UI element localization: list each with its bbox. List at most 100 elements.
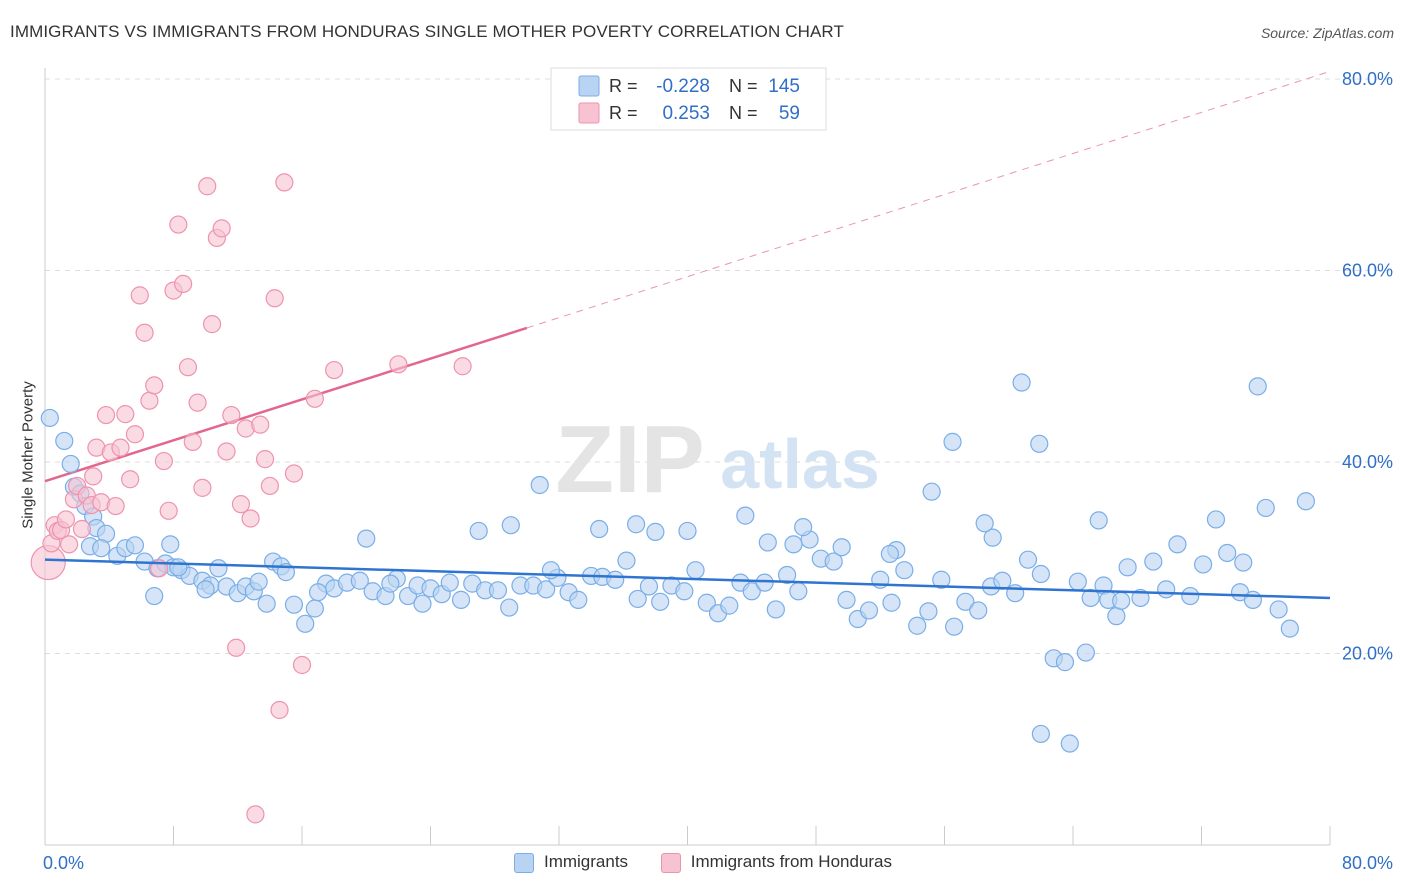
legend-r-label: R = bbox=[609, 76, 638, 96]
immigrants-point bbox=[932, 570, 951, 589]
honduras-point bbox=[270, 700, 289, 720]
honduras-points bbox=[30, 173, 472, 824]
immigrants-point bbox=[1131, 588, 1150, 608]
y-tick-label: 40.0% bbox=[1342, 452, 1393, 472]
honduras-point bbox=[275, 173, 294, 192]
immigrants-point bbox=[350, 571, 369, 590]
immigrants-point bbox=[1031, 564, 1050, 584]
honduras-point bbox=[260, 476, 279, 496]
immigrants-point bbox=[639, 577, 659, 596]
bottom-legend: Immigrants Immigrants from Honduras bbox=[0, 852, 1406, 873]
honduras-point bbox=[265, 289, 284, 308]
watermark-zip: ZIP bbox=[555, 406, 704, 513]
honduras-point bbox=[202, 315, 222, 334]
immigrants-point bbox=[1089, 511, 1108, 530]
immigrants-point bbox=[969, 601, 988, 620]
honduras-trend-line bbox=[44, 326, 528, 483]
honduras-point bbox=[130, 286, 149, 305]
immigrants-point bbox=[626, 515, 646, 534]
honduras-trend-extension bbox=[526, 70, 1331, 329]
honduras-point bbox=[121, 470, 140, 489]
immigrants-point bbox=[794, 518, 813, 537]
immigrants-point bbox=[697, 593, 716, 612]
immigrants-point bbox=[993, 571, 1012, 590]
immigrants-point bbox=[500, 598, 519, 617]
honduras-point bbox=[125, 425, 145, 444]
immigrants-point bbox=[956, 592, 975, 611]
immigrants-point bbox=[1068, 572, 1087, 591]
honduras-point bbox=[178, 358, 198, 377]
immigrants-point bbox=[1157, 580, 1176, 599]
immigrants-points bbox=[40, 373, 1316, 753]
immigrants-point bbox=[1234, 553, 1253, 572]
immigrants-point bbox=[488, 581, 508, 600]
immigrants-point bbox=[824, 552, 843, 571]
honduras-point bbox=[284, 464, 304, 483]
honduras-point bbox=[159, 501, 178, 520]
x-tick-label: 0.0% bbox=[43, 853, 84, 873]
honduras-point bbox=[188, 393, 207, 412]
legend-swatch-honduras bbox=[660, 852, 681, 873]
immigrants-point bbox=[1256, 498, 1275, 518]
honduras-trend bbox=[44, 70, 1331, 483]
immigrants-point bbox=[1144, 552, 1163, 571]
immigrants-point bbox=[1168, 535, 1187, 554]
immigrants-point bbox=[720, 596, 739, 615]
y-tick-label: 20.0% bbox=[1342, 644, 1393, 664]
tick-labels: 20.0% 40.0% 60.0% 80.0% 0.0% 80.0% bbox=[43, 69, 1393, 873]
immigrants-point bbox=[440, 573, 459, 592]
immigrants-point bbox=[1206, 510, 1226, 529]
immigrants-point bbox=[766, 600, 785, 619]
honduras-point bbox=[222, 405, 241, 425]
immigrants-trend bbox=[44, 558, 1331, 600]
immigrants-point bbox=[357, 529, 376, 548]
legend-swatch-immigrants bbox=[513, 852, 534, 873]
immigrants-point bbox=[1218, 543, 1237, 563]
immigrants-point bbox=[736, 506, 755, 525]
immigrants-point bbox=[755, 573, 774, 592]
honduras-point bbox=[251, 415, 270, 434]
immigrants-point bbox=[943, 432, 962, 451]
watermark-atlas: atlas bbox=[720, 425, 880, 503]
immigrants-point bbox=[1018, 550, 1038, 569]
immigrants-point bbox=[1118, 558, 1137, 577]
immigrants-point bbox=[789, 582, 808, 601]
y-tick-label: 60.0% bbox=[1342, 261, 1393, 281]
immigrants-point bbox=[469, 521, 488, 541]
immigrants-point bbox=[758, 533, 777, 552]
honduras-point bbox=[193, 478, 212, 497]
legend-label-immigrants: Immigrants bbox=[543, 852, 629, 872]
immigrants-point bbox=[646, 522, 665, 541]
honduras-point bbox=[325, 360, 344, 380]
legend-item-honduras: Immigrants from Honduras bbox=[660, 852, 892, 873]
immigrants-point bbox=[569, 590, 588, 609]
honduras-point bbox=[453, 357, 472, 376]
honduras-point bbox=[72, 519, 92, 539]
honduras-point bbox=[292, 655, 312, 675]
immigrants-point bbox=[784, 535, 803, 554]
immigrants-point bbox=[678, 521, 697, 541]
honduras-point bbox=[84, 467, 103, 486]
immigrants-point bbox=[92, 539, 111, 558]
immigrants-point bbox=[919, 602, 938, 621]
legend-r-value: -0.228 bbox=[656, 76, 710, 97]
honduras-point bbox=[140, 391, 159, 410]
immigrants-point bbox=[617, 551, 636, 570]
immigrants-point bbox=[169, 558, 188, 577]
honduras-point bbox=[96, 405, 116, 425]
honduras-point bbox=[255, 450, 275, 469]
immigrants-point bbox=[590, 519, 609, 539]
immigrants-point bbox=[1248, 377, 1267, 396]
immigrants-point bbox=[40, 408, 59, 428]
immigrants-point bbox=[125, 536, 145, 555]
immigrants-point bbox=[1030, 434, 1049, 453]
immigrants-point bbox=[1055, 653, 1075, 672]
honduras-point bbox=[217, 442, 236, 461]
immigrants-point bbox=[895, 561, 914, 580]
immigrants-point bbox=[1012, 373, 1031, 392]
honduras-point bbox=[135, 323, 154, 342]
legend-r-label: R = bbox=[609, 103, 638, 123]
immigrants-point bbox=[880, 544, 899, 564]
immigrants-point bbox=[161, 535, 180, 554]
immigrants-point bbox=[832, 538, 851, 557]
